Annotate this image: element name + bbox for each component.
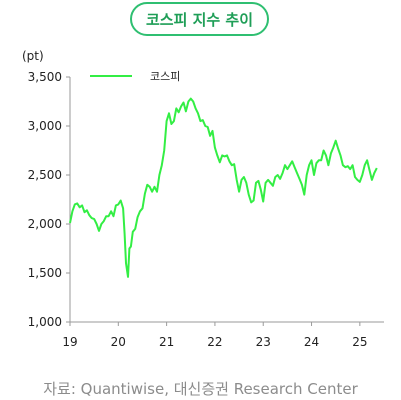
x-tick-label: 23 (256, 335, 271, 349)
x-tick-label: 21 (159, 335, 174, 349)
series-layer (69, 97, 378, 278)
source-note: 자료: Quantiwise, 대신증권 Research Center (43, 380, 358, 398)
y-axis-unit-label: (pt) (22, 49, 44, 63)
y-tick-label: 1,500 (28, 266, 62, 280)
x-tick-label: 22 (207, 335, 222, 349)
x-tick-label: 19 (62, 335, 77, 349)
x-tick-label: 25 (352, 335, 367, 349)
chart-title: 코스피 지수 추이 (130, 2, 269, 36)
y-axis-ticks: 1,000 1,500 2,000 2,500 3,000 3,500 (28, 70, 70, 329)
y-tick-label: 3,500 (28, 70, 62, 84)
axes (69, 77, 384, 323)
series-line-kospi (69, 97, 378, 278)
y-tick-label: 1,000 (28, 315, 62, 329)
legend: 코스피 (90, 70, 180, 83)
x-tick-label: 24 (304, 335, 319, 349)
x-tick-label: 20 (111, 335, 126, 349)
legend-label: 코스피 (150, 70, 180, 83)
x-axis-ticks: 19 20 21 22 23 24 25 (62, 322, 367, 349)
y-tick-label: 2,000 (28, 217, 62, 231)
y-tick-label: 3,000 (28, 119, 62, 133)
y-tick-label: 2,500 (28, 168, 62, 182)
